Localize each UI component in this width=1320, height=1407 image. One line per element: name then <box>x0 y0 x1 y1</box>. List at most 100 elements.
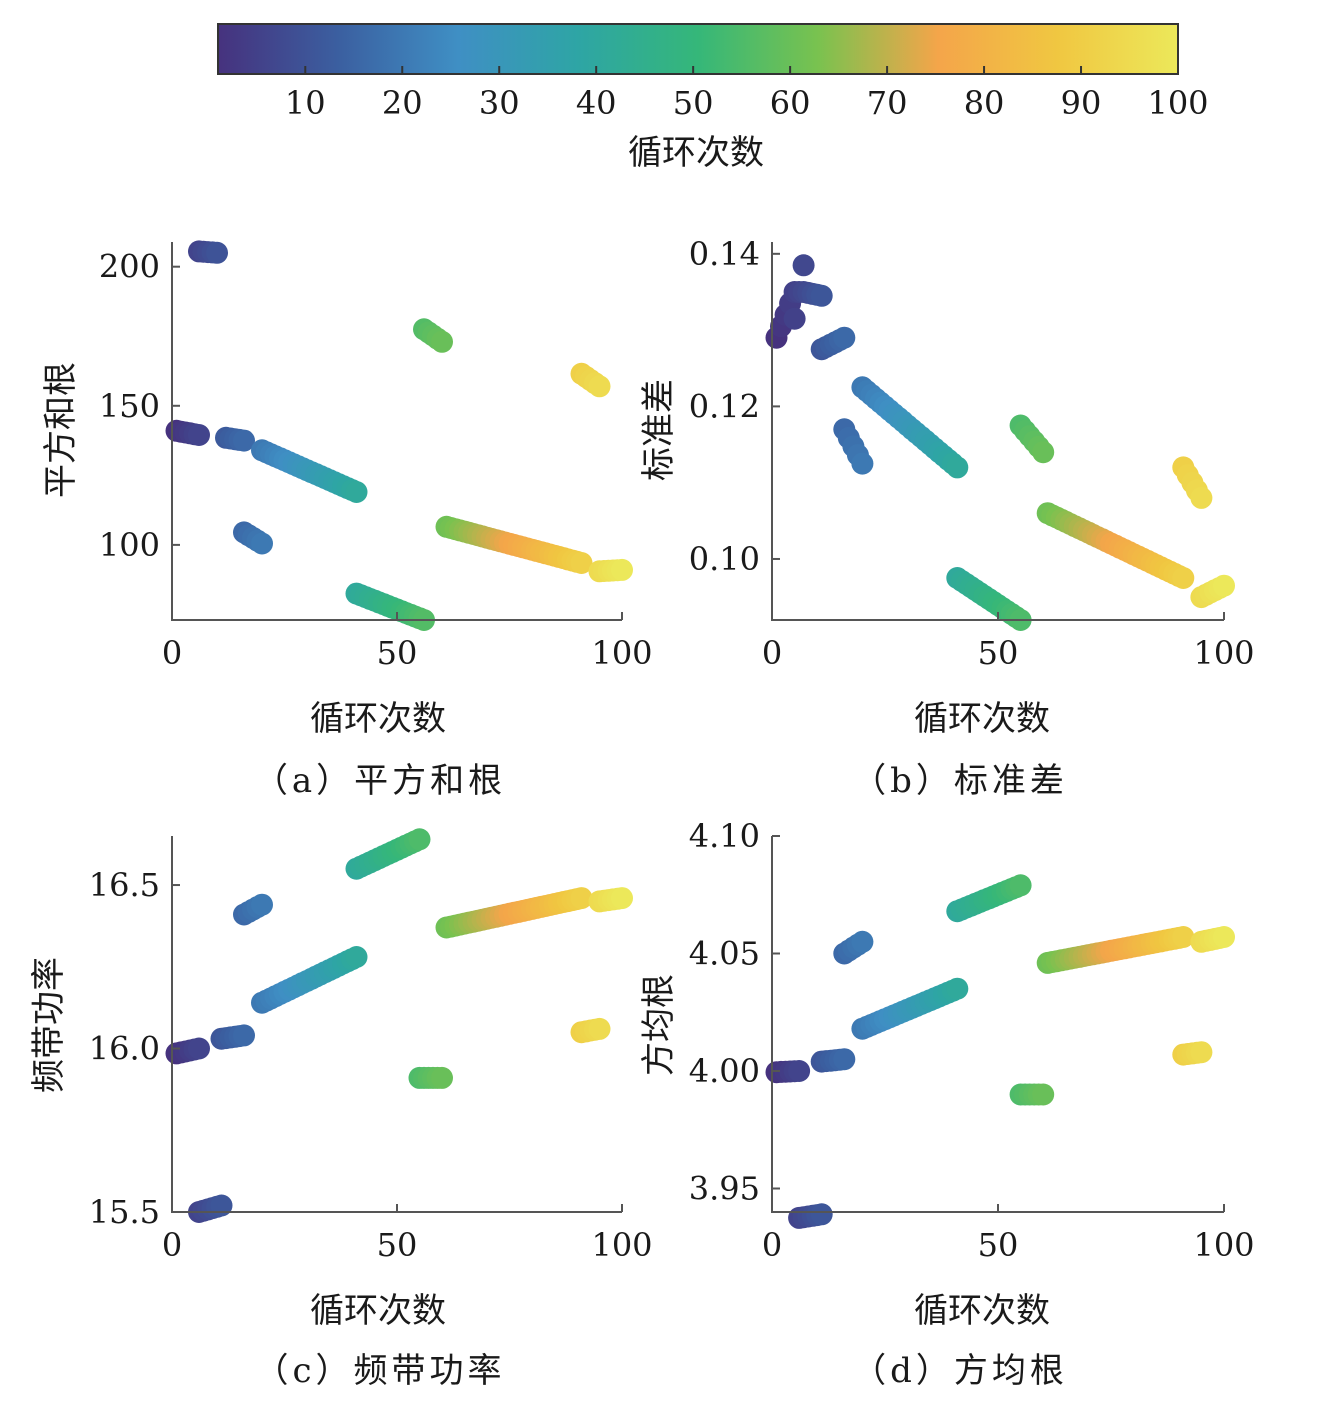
x-tick-label: 50 <box>978 634 1019 672</box>
y-tick-label: 16.5 <box>89 866 160 904</box>
panel-a-caption: （a）平方和根 <box>254 761 506 801</box>
data-point <box>345 481 368 503</box>
colorbar-ticks: 10 20 30 40 50 60 70 80 90 100 <box>285 66 1209 122</box>
panel-d-points <box>765 874 1235 1229</box>
y-tick-label: 100 <box>99 526 160 564</box>
x-tick-label: 100 <box>1193 634 1254 672</box>
y-tick-label: 4.00 <box>689 1052 760 1090</box>
data-point <box>1172 926 1195 948</box>
panel-b-caption: （b）标准差 <box>852 761 1068 801</box>
panel-c-caption: （c）频带功率 <box>254 1351 505 1391</box>
panel-c-xlabel: 循环次数 <box>310 1291 446 1331</box>
y-tick-label: 200 <box>99 248 160 286</box>
panel-c-ticks: 0 50 100 15.5 16.0 16.5 <box>89 866 653 1264</box>
colorbar-gradient <box>217 23 1179 75</box>
panel-a-ticks: 0 50 100 100 150 200 <box>99 248 653 672</box>
data-point <box>851 930 874 953</box>
x-tick-label: 100 <box>1193 1226 1254 1264</box>
y-tick-label: 0.10 <box>689 540 760 578</box>
data-point <box>1032 1083 1055 1106</box>
data-point <box>345 946 368 968</box>
panel-c: 0 50 100 15.5 16.0 16.5 循环次数 频带功率 （c）频带功率 <box>29 828 653 1391</box>
data-point <box>946 977 969 1000</box>
data-point <box>431 1066 453 1089</box>
data-point <box>788 1060 811 1082</box>
panel-a: 0 50 100 100 150 200 循环次数 平方和根 （a）平方和根 <box>41 240 653 801</box>
data-point <box>188 424 210 446</box>
x-tick-label: 100 <box>591 634 652 672</box>
y-tick-label: 4.10 <box>689 817 760 855</box>
x-tick-label: 50 <box>978 1226 1019 1264</box>
data-point <box>588 375 611 398</box>
y-tick-label: 4.05 <box>689 935 760 973</box>
panel-b-points <box>765 254 1235 631</box>
colorbar-tick-label: 40 <box>576 84 617 122</box>
data-point <box>810 1203 833 1226</box>
y-tick-label: 3.95 <box>689 1170 760 1208</box>
data-point <box>1213 574 1235 597</box>
x-tick-label: 50 <box>377 1226 418 1264</box>
data-point <box>188 1037 210 1060</box>
y-tick-label: 0.14 <box>689 235 760 273</box>
panel-c-ylabel: 频带功率 <box>29 957 69 1093</box>
data-point <box>851 452 874 475</box>
panel-d-ticks: 0 50 100 3.95 4.00 4.05 4.10 <box>689 817 1255 1264</box>
y-tick-label: 16.0 <box>89 1030 160 1068</box>
colorbar-tick-label: 90 <box>1061 84 1102 122</box>
data-point <box>792 254 815 277</box>
x-tick-label: 0 <box>762 1226 782 1264</box>
colorbar-tick-label: 20 <box>382 84 423 122</box>
colorbar-tick-label: 30 <box>479 84 520 122</box>
colorbar-tick-label: 10 <box>285 84 326 122</box>
y-tick-label: 0.12 <box>689 387 760 425</box>
panel-d-caption: （d）方均根 <box>852 1351 1068 1391</box>
data-point <box>408 828 431 851</box>
panel-a-ylabel: 平方和根 <box>41 362 81 498</box>
data-point <box>251 893 273 916</box>
data-point <box>1190 1041 1213 1064</box>
data-point <box>588 1017 611 1040</box>
x-tick-label: 0 <box>162 634 182 672</box>
y-tick-label: 15.5 <box>89 1193 160 1231</box>
colorbar-tick-label: 60 <box>770 84 811 122</box>
panel-d: 0 50 100 3.95 4.00 4.05 4.10 循环次数 方均根 （d）方均根 <box>639 817 1255 1391</box>
panel-b-xlabel: 循环次数 <box>914 699 1050 739</box>
data-point <box>1190 486 1213 509</box>
data-point <box>206 241 228 264</box>
x-tick-label: 0 <box>162 1226 182 1264</box>
panel-a-xlabel: 循环次数 <box>310 699 446 739</box>
data-point <box>233 429 255 452</box>
data-point <box>1032 441 1055 464</box>
data-point <box>251 532 273 555</box>
data-point <box>611 558 633 581</box>
data-point <box>810 284 833 307</box>
data-point <box>1009 874 1032 897</box>
data-point <box>431 330 453 353</box>
x-tick-label: 50 <box>377 634 418 672</box>
colorbar-label: 循环次数 <box>628 133 764 173</box>
panel-d-xlabel: 循环次数 <box>914 1291 1050 1331</box>
y-tick-label: 150 <box>99 387 160 425</box>
x-tick-label: 0 <box>762 634 782 672</box>
panel-b-ticks: 0 50 100 0.10 0.12 0.14 <box>689 235 1255 672</box>
data-point <box>233 1024 255 1047</box>
data-point <box>1172 567 1195 589</box>
data-point <box>783 307 806 330</box>
panel-c-axes <box>171 836 622 1213</box>
panel-b: 0 50 100 0.10 0.12 0.14 循环次数 标准差 （b）标准差 <box>639 235 1255 801</box>
data-point <box>1213 926 1235 948</box>
data-point <box>611 887 633 910</box>
colorbar-tick-label: 50 <box>673 84 714 122</box>
panel-a-points <box>165 240 633 631</box>
data-point <box>833 1048 856 1071</box>
panel-d-ylabel: 方均根 <box>639 974 679 1076</box>
panel-b-ylabel: 标准差 <box>639 379 679 481</box>
colorbar-tick-label: 70 <box>867 84 908 122</box>
colorbar: 10 20 30 40 50 60 70 80 90 100 循环次数 <box>217 23 1209 173</box>
data-point <box>946 456 969 479</box>
panel-c-points <box>165 828 633 1223</box>
data-point <box>833 326 856 349</box>
colorbar-tick-label: 100 <box>1147 84 1208 122</box>
data-point <box>210 1194 233 1217</box>
